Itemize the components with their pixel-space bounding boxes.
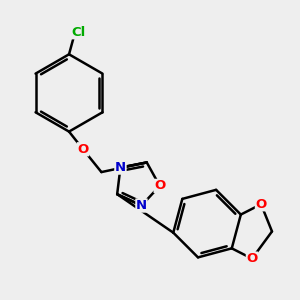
Text: O: O [77,143,88,156]
Text: N: N [115,161,126,174]
Text: O: O [154,179,165,192]
Text: O: O [255,198,267,211]
Text: Cl: Cl [71,26,85,39]
Text: N: N [136,199,147,212]
Text: O: O [246,252,258,265]
